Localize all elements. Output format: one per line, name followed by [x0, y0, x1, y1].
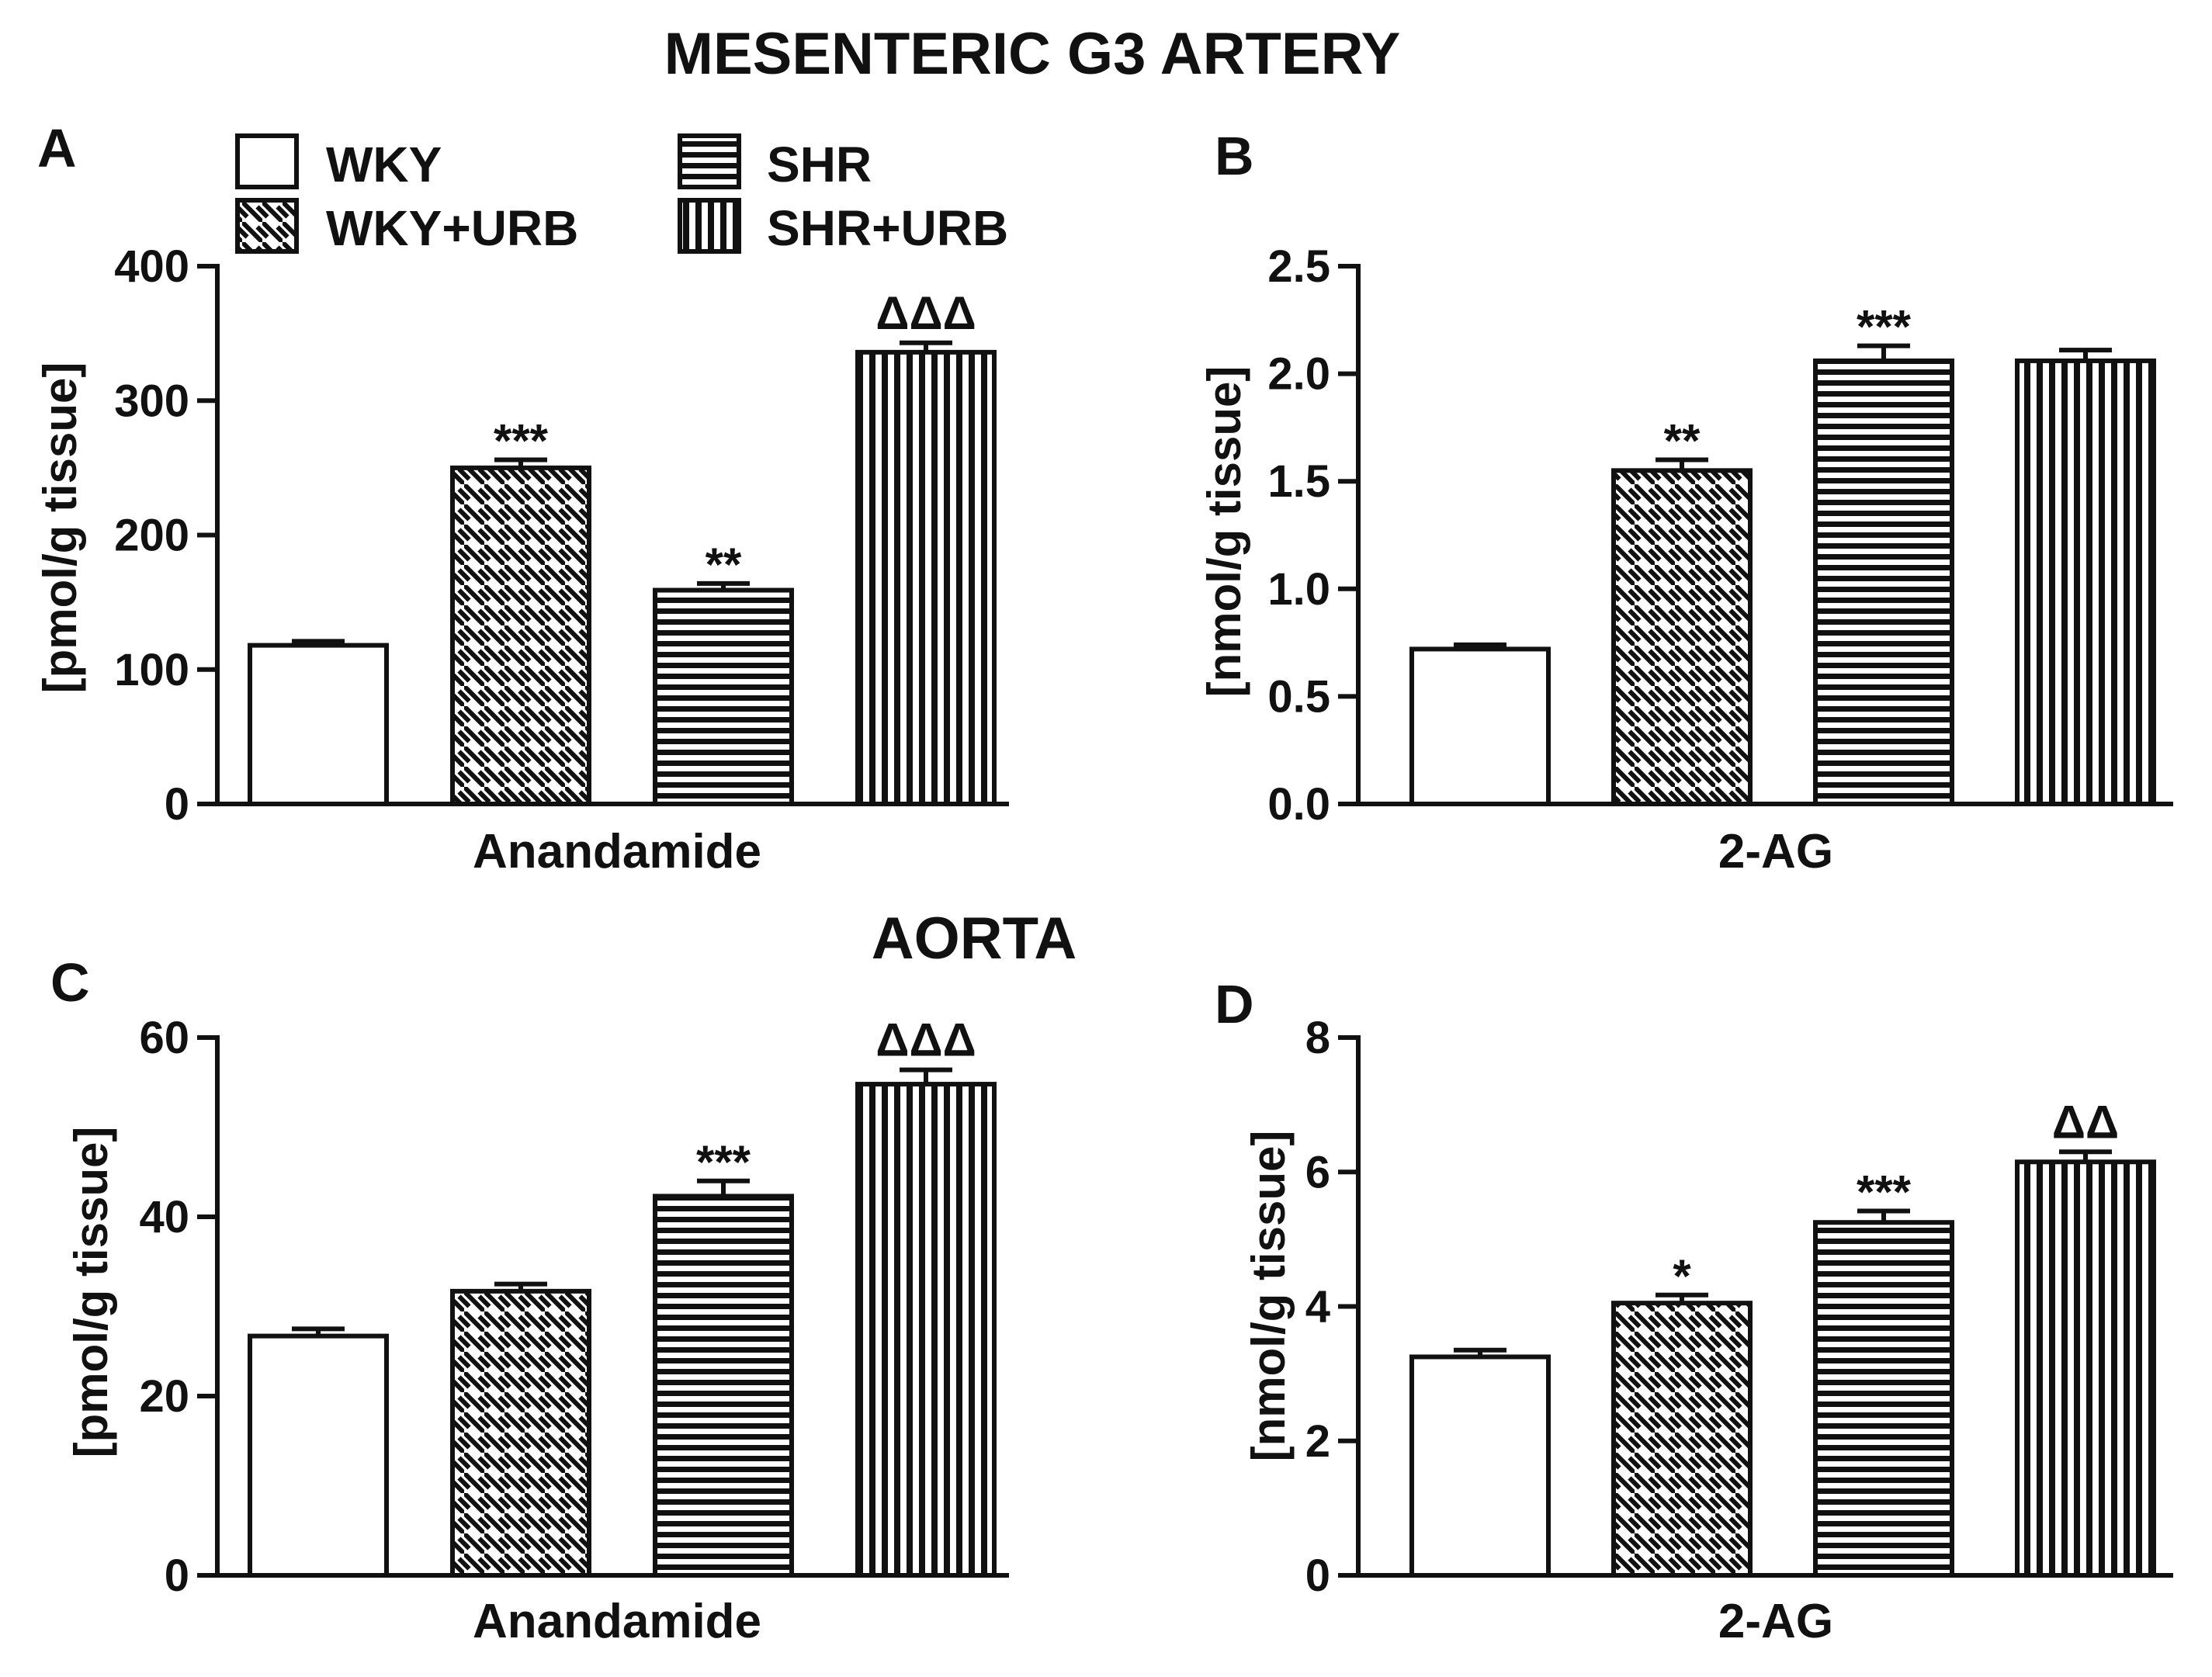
significance-label-shr: *** — [1857, 301, 1912, 353]
legend: WKY WKY+URB SHR SHR+URB — [235, 133, 1008, 256]
y-axis-label: [nmol/g tissue] — [1243, 1131, 1295, 1462]
bar-wky — [1409, 646, 1551, 807]
bar-wky-urb — [450, 465, 591, 806]
x-category-label: 2-AG — [1718, 1595, 1833, 1648]
bar-shr-urb — [855, 349, 997, 806]
legend-label-wky-urb: WKY+URB — [326, 200, 578, 256]
y-tick-label: 6 — [1305, 1147, 1330, 1197]
y-tick-label: 8 — [1305, 1013, 1330, 1063]
legend-item-shr-urb: SHR+URB — [678, 198, 1008, 256]
bar-wky-urb — [1611, 468, 1753, 807]
bar-shr-urb — [2015, 358, 2156, 806]
y-tick-label: 40 — [139, 1192, 189, 1242]
significance-label-shr-urb: ΔΔΔ — [875, 1014, 976, 1066]
bar-shr — [653, 587, 794, 806]
section-title-aorta: AORTA — [872, 906, 1077, 972]
legend-swatch-shr — [678, 133, 741, 189]
bar-shr-urb — [2015, 1159, 2156, 1578]
y-tick-label: 20 — [139, 1371, 189, 1422]
legend-swatch-wky — [235, 133, 299, 189]
panel-letter: A — [37, 118, 77, 178]
significance-label-shr: *** — [696, 1136, 751, 1188]
bar-shr — [653, 1194, 794, 1578]
bar-shr — [1813, 358, 1954, 806]
bar-wky-urb — [1611, 1301, 1753, 1578]
y-tick-label: 0.5 — [1267, 671, 1330, 722]
y-tick-label: 2.5 — [1267, 241, 1330, 292]
significance-label-wky-urb: *** — [494, 414, 549, 466]
y-tick-label: 400 — [114, 241, 189, 292]
x-category-label: Anandamide — [473, 1595, 761, 1648]
significance-label-wky-urb: ** — [1664, 414, 1701, 466]
y-tick-label: 200 — [114, 511, 189, 561]
legend-item-wky-urb: WKY+URB — [235, 198, 578, 256]
section-title-mesenteric: MESENTERIC G3 ARTERY — [664, 21, 1401, 87]
legend-label-shr: SHR — [767, 137, 872, 192]
bar-wky — [1409, 1354, 1551, 1578]
panel-b: B 0.0 0.5 1.0 1.5 2.0 2.5 [nmol/g tissue] 2-AG **… — [1198, 126, 2173, 878]
significance-label-shr-urb: ΔΔΔ — [875, 287, 976, 339]
significance-label-shr: *** — [1857, 1166, 1912, 1218]
y-tick-label: 0.0 — [1267, 779, 1330, 830]
x-category-label: 2-AG — [1718, 825, 1833, 878]
y-tick-label: 4 — [1305, 1282, 1330, 1332]
y-tick-label: 1.0 — [1267, 564, 1330, 615]
panel-letter: D — [1215, 974, 1254, 1034]
panel-letter: C — [50, 952, 90, 1013]
x-category-label: Anandamide — [473, 825, 761, 878]
panel-letter: B — [1215, 126, 1254, 186]
y-tick-label: 300 — [114, 376, 189, 426]
significance-label-shr: ** — [706, 539, 742, 591]
legend-label-shr-urb: SHR+URB — [767, 200, 1008, 256]
legend-swatch-wky-urb — [235, 198, 299, 254]
legend-item-shr: SHR — [678, 133, 872, 192]
y-tick-label: 60 — [139, 1013, 189, 1063]
y-tick-label: 0 — [165, 779, 189, 830]
panel-a: A 0 100 200 300 400 [pmol/g tissue] Anandamide *… — [34, 118, 1009, 878]
bar-wky — [248, 643, 389, 806]
y-tick-label: 2.0 — [1267, 349, 1330, 400]
bar-shr — [1813, 1220, 1954, 1578]
significance-label-shr-urb: ΔΔ — [2052, 1096, 2119, 1148]
y-axis-label: [pmol/g tissue] — [65, 1127, 117, 1458]
bar-wky-urb — [450, 1288, 591, 1578]
bar-shr-urb — [855, 1082, 997, 1578]
y-axis-label: [pmol/g tissue] — [34, 362, 86, 694]
legend-label-wky: WKY — [326, 137, 442, 192]
y-tick-label: 2 — [1305, 1416, 1330, 1467]
y-tick-label: 1.5 — [1267, 456, 1330, 507]
legend-item-wky: WKY — [235, 133, 442, 192]
bar-wky — [248, 1333, 389, 1578]
y-tick-label: 0 — [1305, 1551, 1330, 1601]
y-tick-label: 100 — [114, 645, 189, 695]
panel-c: C 0 20 40 60 [pmol/g tissue] Anandamide *** ΔΔΔ — [50, 952, 1009, 1648]
significance-label-wky-urb: * — [1673, 1250, 1691, 1302]
y-tick-label: 0 — [165, 1551, 189, 1601]
legend-swatch-shr-urb — [678, 198, 741, 254]
y-axis-label: [nmol/g tissue] — [1198, 366, 1250, 698]
